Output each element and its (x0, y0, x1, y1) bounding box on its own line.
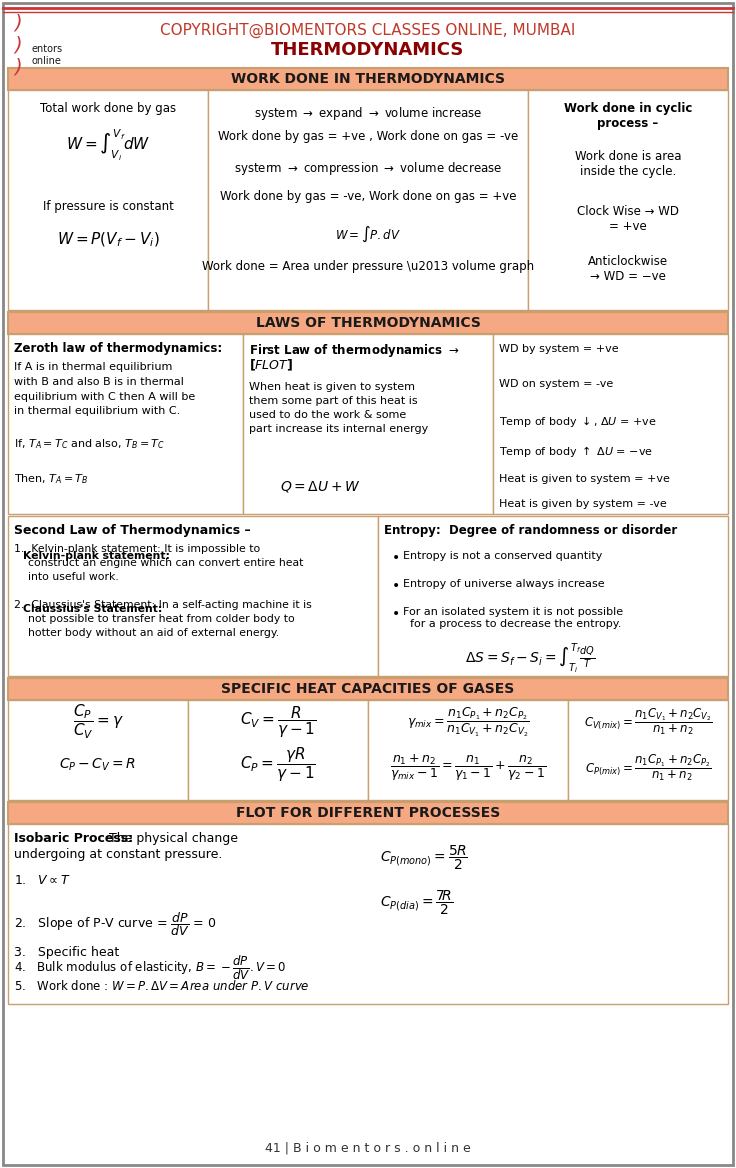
Text: •: • (392, 551, 400, 565)
FancyBboxPatch shape (8, 823, 728, 1004)
Text: COPYRIGHT@BIOMENTORS CLASSES ONLINE, MUMBAI: COPYRIGHT@BIOMENTORS CLASSES ONLINE, MUM… (160, 22, 576, 37)
Text: 1.   $V \propto T$: 1. $V \propto T$ (14, 874, 71, 887)
FancyBboxPatch shape (493, 334, 728, 514)
Text: $W = \int P.dV$: $W = \int P.dV$ (335, 225, 401, 244)
Text: entors
online: entors online (32, 44, 63, 65)
FancyBboxPatch shape (8, 312, 728, 334)
Text: For an isolated system it is not possible
  for a process to decrease the entrop: For an isolated system it is not possibl… (403, 607, 623, 628)
FancyBboxPatch shape (8, 334, 243, 514)
FancyBboxPatch shape (8, 677, 728, 700)
Text: Work done by gas = -ve, Work done on gas = +ve: Work done by gas = -ve, Work done on gas… (220, 190, 516, 203)
Text: system $\rightarrow$ expand $\rightarrow$ volume increase: system $\rightarrow$ expand $\rightarrow… (254, 105, 482, 121)
Text: 2.   Slope of P-V curve = $\dfrac{dP}{dV}$ = 0: 2. Slope of P-V curve = $\dfrac{dP}{dV}$… (14, 910, 216, 938)
Text: $C_{P(mono)} = \dfrac{5R}{2}$: $C_{P(mono)} = \dfrac{5R}{2}$ (380, 844, 468, 872)
FancyBboxPatch shape (368, 700, 568, 800)
Text: $\dfrac{n_1 + n_2}{\gamma_{mix} - 1} = \dfrac{n_1}{\gamma_1 - 1} + \dfrac{n_2}{\: $\dfrac{n_1 + n_2}{\gamma_{mix} - 1} = \… (390, 753, 546, 783)
Text: $C_P = \dfrac{\gamma R}{\gamma - 1}$: $C_P = \dfrac{\gamma R}{\gamma - 1}$ (240, 745, 316, 785)
Text: 1.  Kelvin-plank statement: It is impossible to
    construct an engine which ca: 1. Kelvin-plank statement: It is impossi… (14, 544, 312, 638)
Text: THERMODYNAMICS: THERMODYNAMICS (272, 41, 464, 60)
Text: Entropy is not a conserved quantity: Entropy is not a conserved quantity (403, 551, 602, 561)
Text: 4.   Bulk modulus of elasticity, $B = -\dfrac{dP}{dV}.V = 0$: 4. Bulk modulus of elasticity, $B = -\df… (14, 954, 286, 981)
FancyBboxPatch shape (8, 90, 208, 310)
FancyBboxPatch shape (243, 334, 493, 514)
Text: $\dfrac{C_P}{C_V} = \gamma$: $\dfrac{C_P}{C_V} = \gamma$ (73, 703, 124, 741)
Text: Heat is given to system = +ve: Heat is given to system = +ve (499, 474, 670, 484)
FancyBboxPatch shape (378, 516, 728, 676)
Text: Work done is area
inside the cycle.: Work done is area inside the cycle. (575, 150, 682, 178)
Text: )
)
): ) ) ) (14, 14, 22, 76)
Text: Temp of body $\downarrow$, $\Delta U$ = +ve: Temp of body $\downarrow$, $\Delta U$ = … (499, 413, 657, 429)
FancyBboxPatch shape (568, 700, 728, 800)
Text: When heat is given to system
them some part of this heat is
used to do the work : When heat is given to system them some p… (249, 382, 428, 434)
Text: $\Delta S = S_f - S_i = \int_{T_i}^{T_f} \frac{dQ}{T}$: $\Delta S = S_f - S_i = \int_{T_i}^{T_f}… (465, 641, 595, 675)
Text: $C_V = \dfrac{R}{\gamma - 1}$: $C_V = \dfrac{R}{\gamma - 1}$ (240, 704, 316, 739)
Text: Isobaric Process:: Isobaric Process: (14, 832, 133, 844)
Text: Clock Wise → WD
= +ve: Clock Wise → WD = +ve (577, 206, 679, 232)
Text: WD on system = -ve: WD on system = -ve (499, 378, 613, 389)
Text: $C_{V(mix)} = \dfrac{n_1 C_{V_1} + n_2 C_{V_2}}{n_1 + n_2}$: $C_{V(mix)} = \dfrac{n_1 C_{V_1} + n_2 C… (584, 707, 712, 737)
Text: •: • (392, 607, 400, 621)
Text: Temp of body $\uparrow$ $\Delta U$ = $-$ve: Temp of body $\uparrow$ $\Delta U$ = $-$… (499, 444, 653, 459)
Text: $C_{P(mix)} = \dfrac{n_1 C_{P_1} + n_2 C_{P_2}}{n_1 + n_2}$: $C_{P(mix)} = \dfrac{n_1 C_{P_1} + n_2 C… (584, 753, 712, 784)
FancyBboxPatch shape (208, 90, 528, 310)
FancyBboxPatch shape (8, 700, 188, 800)
Text: Zeroth law of thermodynamics:: Zeroth law of thermodynamics: (14, 342, 222, 355)
Text: $W = P(V_f - V_i)$: $W = P(V_f - V_i)$ (57, 231, 160, 249)
Text: If pressure is constant: If pressure is constant (43, 200, 174, 213)
Text: Anticlockwise
→ WD = −ve: Anticlockwise → WD = −ve (588, 255, 668, 283)
Text: Entropy:  Degree of randomness or disorder: Entropy: Degree of randomness or disorde… (384, 524, 677, 537)
Text: Heat is given by system = -ve: Heat is given by system = -ve (499, 499, 667, 509)
Text: Work done = Area under pressure \u2013 volume graph: Work done = Area under pressure \u2013 v… (202, 260, 534, 273)
Text: $C_{P(dia)} = \dfrac{7R}{2}$: $C_{P(dia)} = \dfrac{7R}{2}$ (380, 889, 453, 917)
FancyBboxPatch shape (8, 802, 728, 823)
Text: SPECIFIC HEAT CAPACITIES OF GASES: SPECIFIC HEAT CAPACITIES OF GASES (222, 682, 514, 696)
FancyBboxPatch shape (3, 4, 733, 1164)
Text: 3.   Specific heat: 3. Specific heat (14, 946, 119, 959)
Text: [$\mathit{FLOT}$]: [$\mathit{FLOT}$] (249, 359, 293, 373)
Text: $Q = \Delta U + W$: $Q = \Delta U + W$ (280, 479, 361, 494)
Text: undergoing at constant pressure.: undergoing at constant pressure. (14, 848, 222, 861)
Text: 5.   Work done : $W = P.\Delta V = Area\ under\ P.V\ curve$: 5. Work done : $W = P.\Delta V = Area\ u… (14, 979, 310, 993)
Text: Work done by gas = +ve , Work done on gas = -ve: Work done by gas = +ve , Work done on ga… (218, 130, 518, 142)
Text: Claussius's Statement:: Claussius's Statement: (23, 604, 163, 614)
FancyBboxPatch shape (188, 700, 368, 800)
Text: WORK DONE IN THERMODYNAMICS: WORK DONE IN THERMODYNAMICS (231, 72, 505, 86)
Text: WD by system = +ve: WD by system = +ve (499, 345, 619, 354)
Text: Work done in cyclic
process –: Work done in cyclic process – (564, 102, 692, 130)
Text: •: • (392, 579, 400, 593)
Text: Second Law of Thermodynamics –: Second Law of Thermodynamics – (14, 524, 251, 537)
Text: Entropy of universe always increase: Entropy of universe always increase (403, 579, 605, 589)
Text: Kelvin-plank statement:: Kelvin-plank statement: (23, 551, 170, 561)
FancyBboxPatch shape (8, 68, 728, 90)
Text: If A is in thermal equilibrium
with B and also B is in thermal
equilibrium with : If A is in thermal equilibrium with B an… (14, 362, 195, 486)
FancyBboxPatch shape (8, 516, 378, 676)
Text: $\gamma_{mix} = \dfrac{n_1 C_{P_1} + n_2 C_{P_2}}{n_1 C_{V_1} + n_2 C_{V_2}}$: $\gamma_{mix} = \dfrac{n_1 C_{P_1} + n_2… (407, 705, 529, 738)
Text: Total work done by gas: Total work done by gas (40, 102, 176, 114)
Text: $C_P - C_V = R$: $C_P - C_V = R$ (60, 757, 137, 773)
Text: The physical change: The physical change (105, 832, 238, 844)
FancyBboxPatch shape (528, 90, 728, 310)
Text: FLOT FOR DIFFERENT PROCESSES: FLOT FOR DIFFERENT PROCESSES (236, 806, 500, 820)
Text: $W = \int_{V_i}^{V_f} dW$: $W = \int_{V_i}^{V_f} dW$ (66, 127, 150, 162)
Text: 41 | B i o m e n t o r s . o n l i n e: 41 | B i o m e n t o r s . o n l i n e (265, 1141, 471, 1154)
Text: LAWS OF THERMODYNAMICS: LAWS OF THERMODYNAMICS (255, 317, 481, 331)
Text: systerm $\rightarrow$ compression $\rightarrow$ volume decrease: systerm $\rightarrow$ compression $\righ… (234, 160, 502, 178)
Text: First Law of thermodynamics $\rightarrow$: First Law of thermodynamics $\rightarrow… (249, 342, 459, 359)
